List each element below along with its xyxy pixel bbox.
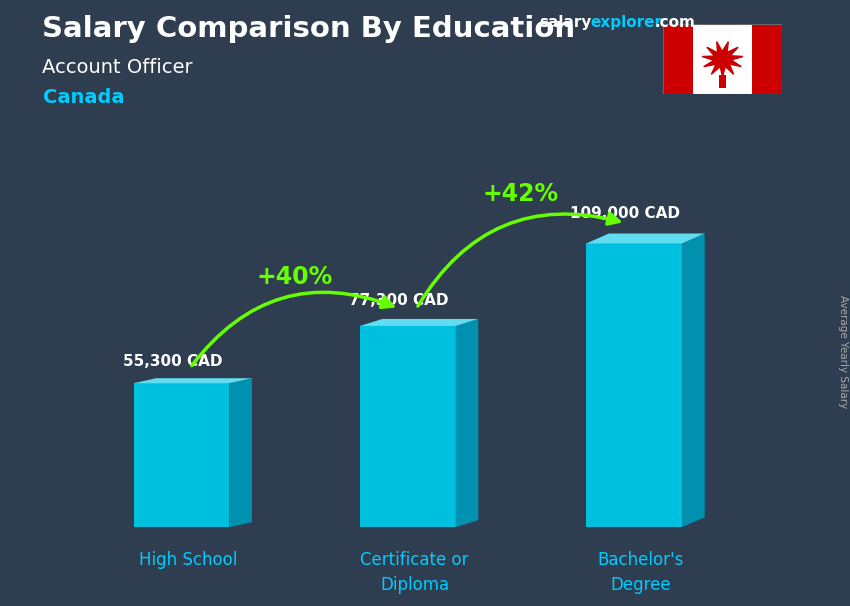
- Polygon shape: [360, 319, 479, 326]
- Polygon shape: [682, 233, 705, 527]
- Text: Certificate or
Diploma: Certificate or Diploma: [360, 551, 469, 594]
- Text: Account Officer: Account Officer: [42, 58, 193, 76]
- Text: Canada: Canada: [42, 88, 124, 107]
- Text: 109,000 CAD: 109,000 CAD: [570, 206, 681, 221]
- Text: 55,300 CAD: 55,300 CAD: [123, 354, 223, 369]
- Bar: [693, 24, 752, 94]
- Bar: [586, 244, 682, 527]
- Polygon shape: [456, 319, 479, 527]
- Polygon shape: [702, 42, 743, 77]
- Text: 77,300 CAD: 77,300 CAD: [349, 293, 449, 308]
- Bar: [663, 24, 693, 94]
- Bar: [133, 383, 230, 527]
- Text: +42%: +42%: [483, 182, 559, 206]
- Polygon shape: [230, 378, 252, 527]
- Text: Bachelor's
Degree: Bachelor's Degree: [598, 551, 684, 594]
- Text: High School: High School: [139, 551, 237, 568]
- Bar: [719, 76, 726, 88]
- Text: salary: salary: [540, 15, 592, 30]
- Text: explorer: explorer: [591, 15, 663, 30]
- Bar: [752, 24, 782, 94]
- Polygon shape: [586, 233, 705, 244]
- Text: .com: .com: [654, 15, 695, 30]
- Polygon shape: [133, 378, 252, 383]
- Text: Salary Comparison By Education: Salary Comparison By Education: [42, 15, 575, 43]
- Text: Average Yearly Salary: Average Yearly Salary: [838, 295, 848, 408]
- Bar: [360, 326, 456, 527]
- Text: +40%: +40%: [257, 265, 332, 288]
